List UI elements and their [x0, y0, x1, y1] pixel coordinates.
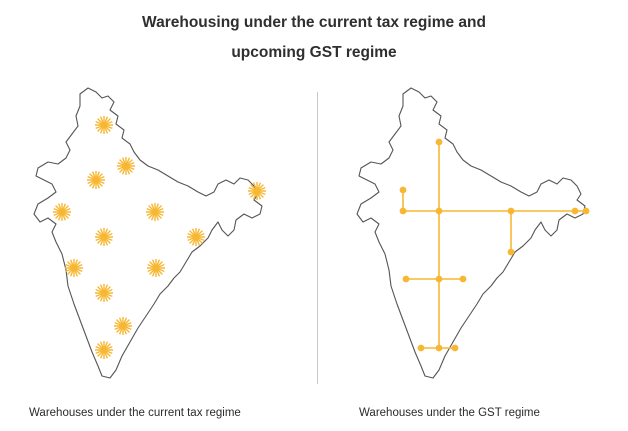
- title-line-1: Warehousing under the current tax regime…: [142, 14, 486, 31]
- warehouse-star-2: [117, 157, 135, 175]
- page-title: Warehousing under the current tax regime…: [0, 8, 628, 68]
- hub-node: [399, 207, 407, 215]
- hub-node: [507, 207, 515, 215]
- warehouse-star-3: [87, 171, 105, 189]
- hub-node: [507, 248, 515, 256]
- gst-hub-network: [399, 138, 590, 352]
- hub-node: [435, 344, 443, 352]
- warehouse-star-6: [146, 203, 164, 221]
- warehouse-star-4: [248, 182, 266, 200]
- map-gst-regime: [345, 80, 605, 390]
- warehouse-star-10: [147, 259, 165, 277]
- hub-node: [402, 275, 410, 283]
- title-line-2: upcoming GST regime: [231, 44, 397, 61]
- map-current-regime: [22, 80, 282, 390]
- warehouse-star-5: [53, 203, 71, 221]
- hub-node: [399, 186, 407, 194]
- india-map-current: [33, 87, 266, 379]
- caption-gst-regime: Warehouses under the GST regime: [359, 407, 540, 419]
- india-map-gst: [356, 87, 590, 379]
- hub-node: [435, 207, 443, 215]
- hub-node: [417, 344, 425, 352]
- warehouse-star-1: [95, 116, 113, 134]
- panel-divider: [317, 92, 318, 384]
- hub-node: [435, 275, 443, 283]
- caption-current-regime: Warehouses under the current tax regime: [29, 407, 241, 419]
- warehouse-star-9: [65, 259, 83, 277]
- hub-node: [451, 344, 459, 352]
- hub-node: [582, 207, 590, 215]
- hub-node: [571, 207, 579, 215]
- warehouse-star-11: [95, 284, 113, 302]
- india-outline: [356, 87, 586, 379]
- warehouse-star-8: [187, 228, 205, 246]
- warehouse-star-12: [114, 317, 132, 335]
- hub-node: [435, 138, 443, 146]
- india-outline: [33, 87, 263, 379]
- warehouse-star-13: [95, 341, 113, 359]
- warehouse-star-7: [95, 228, 113, 246]
- hub-node: [459, 275, 467, 283]
